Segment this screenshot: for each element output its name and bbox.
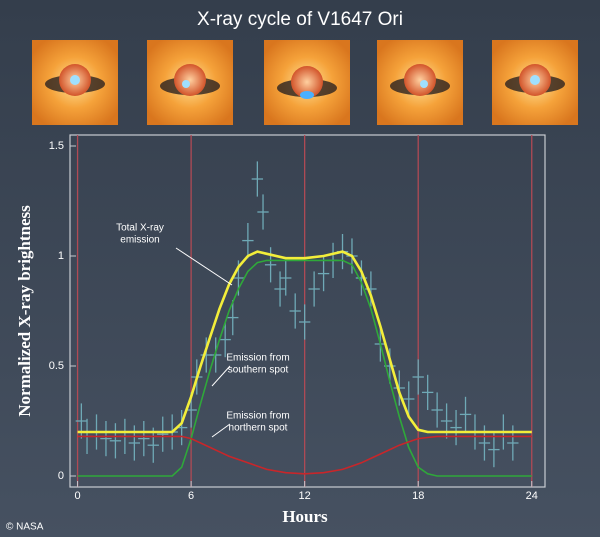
x-axis-label: Hours (282, 507, 328, 526)
annotation-leader (211, 423, 231, 438)
thumbnail (147, 40, 233, 125)
x-tick-label: 0 (75, 490, 81, 502)
thumbnails (32, 40, 578, 125)
credit: © NASA (6, 522, 44, 533)
model-line (77, 250, 532, 434)
y-tick-label: 1 (58, 250, 64, 262)
thumbnail (492, 40, 578, 125)
thumbnail (377, 40, 463, 125)
annotation: southern spot (228, 365, 289, 376)
plot-frame (69, 134, 546, 488)
annotation: emission (120, 235, 159, 246)
x-tick-label: 18 (412, 490, 424, 502)
annotation-leader (175, 247, 233, 286)
y-tick-label: 1.5 (49, 140, 64, 152)
annotation: Emission from (226, 353, 289, 364)
x-tick-label: 6 (188, 490, 194, 502)
annotation: Total X-ray (116, 223, 164, 234)
model-line (77, 259, 532, 477)
annotation-leader (211, 365, 231, 387)
thumbnail (264, 40, 350, 125)
x-tick-label: 24 (526, 490, 538, 502)
annotation: northern spot (229, 423, 288, 434)
chart-title: X-ray cycle of V1647 Ori (197, 9, 403, 30)
y-tick-label: 0 (58, 470, 64, 482)
y-axis-label: Normalized X-ray brightness (15, 205, 34, 417)
annotation: Emission from (226, 411, 289, 422)
x-tick-label: 12 (299, 490, 311, 502)
model-line (77, 435, 532, 475)
thumbnail (32, 40, 118, 125)
y-tick-label: 0.5 (49, 360, 64, 372)
